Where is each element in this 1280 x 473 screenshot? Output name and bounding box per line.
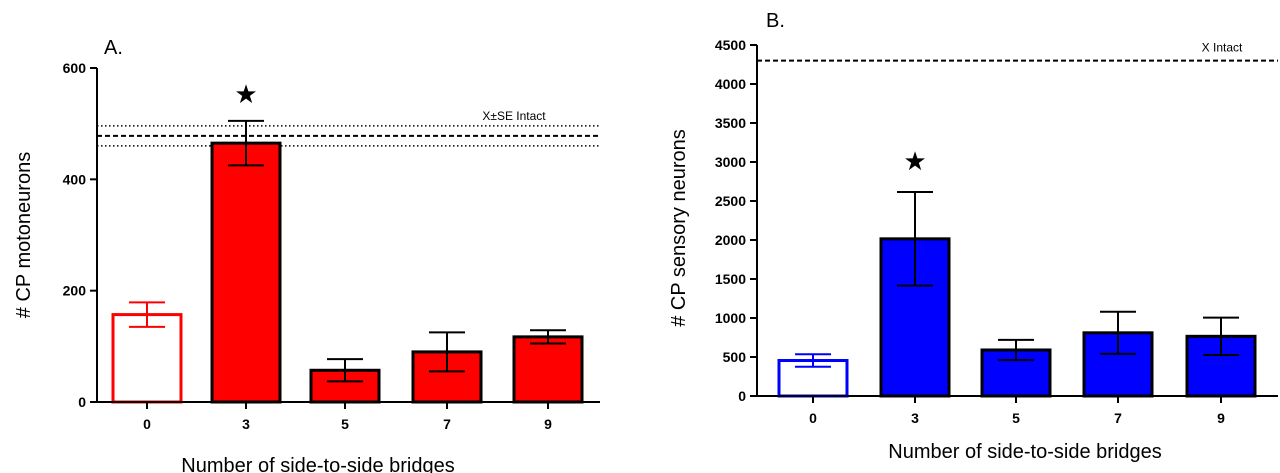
x-tick-label-b-7: 7 bbox=[1114, 410, 1122, 426]
significance-star-b: ★ bbox=[903, 146, 926, 176]
y-tick-label-b-2000: 2000 bbox=[715, 232, 746, 248]
x-tick-label-a-3: 3 bbox=[242, 416, 250, 432]
y-tick-label-b-4500: 4500 bbox=[715, 37, 746, 53]
y-tick-label-b-500: 500 bbox=[723, 349, 747, 365]
x-tick-label-a-0: 0 bbox=[143, 416, 151, 432]
x-axis-title-a: Number of side-to-side bridges bbox=[181, 455, 454, 473]
x-axis-title-b: Number of side-to-side bridges bbox=[888, 441, 1161, 463]
reference-label-b: X Intact bbox=[1202, 41, 1243, 55]
bar-a-3 bbox=[210, 141, 282, 404]
y-tick-label-a-600: 600 bbox=[63, 60, 87, 76]
bar-a-9 bbox=[512, 335, 584, 404]
x-tick-label-a-5: 5 bbox=[341, 416, 349, 432]
y-tick-label-a-200: 200 bbox=[63, 283, 87, 299]
y-tick-label-b-1500: 1500 bbox=[715, 271, 746, 287]
y-tick-label-a-400: 400 bbox=[63, 171, 87, 187]
reference-label-a: X±SE Intact bbox=[482, 109, 546, 123]
y-tick-label-b-1000: 1000 bbox=[715, 310, 746, 326]
y-tick-label-b-3500: 3500 bbox=[715, 115, 746, 131]
y-tick-label-b-3000: 3000 bbox=[715, 154, 746, 170]
panel-label-a: A. bbox=[104, 37, 123, 59]
x-tick-label-b-3: 3 bbox=[911, 410, 919, 426]
bar-b-3 bbox=[879, 237, 951, 398]
x-tick-label-b-9: 9 bbox=[1217, 410, 1225, 426]
x-tick-label-a-7: 7 bbox=[443, 416, 451, 432]
significance-star-a: ★ bbox=[234, 79, 257, 109]
y-tick-label-b-0: 0 bbox=[738, 388, 746, 404]
x-tick-label-a-9: 9 bbox=[544, 416, 552, 432]
x-tick-label-b-0: 0 bbox=[809, 410, 817, 426]
y-tick-label-b-4000: 4000 bbox=[715, 76, 746, 92]
y-axis-title-a: # CP motoneurons bbox=[13, 152, 35, 318]
panel-label-b: B. bbox=[766, 10, 785, 32]
chart-a-motoneurons: A. # CP motoneurons Number of side-to-si… bbox=[13, 37, 600, 473]
chart-b-sensory-neurons: B. # CP sensory neurons Number of side-t… bbox=[668, 10, 1278, 463]
y-axis-title-b: # CP sensory neurons bbox=[668, 129, 690, 327]
y-tick-label-a-0: 0 bbox=[78, 394, 86, 410]
x-tick-label-b-5: 5 bbox=[1012, 410, 1020, 426]
y-tick-label-b-2500: 2500 bbox=[715, 193, 746, 209]
